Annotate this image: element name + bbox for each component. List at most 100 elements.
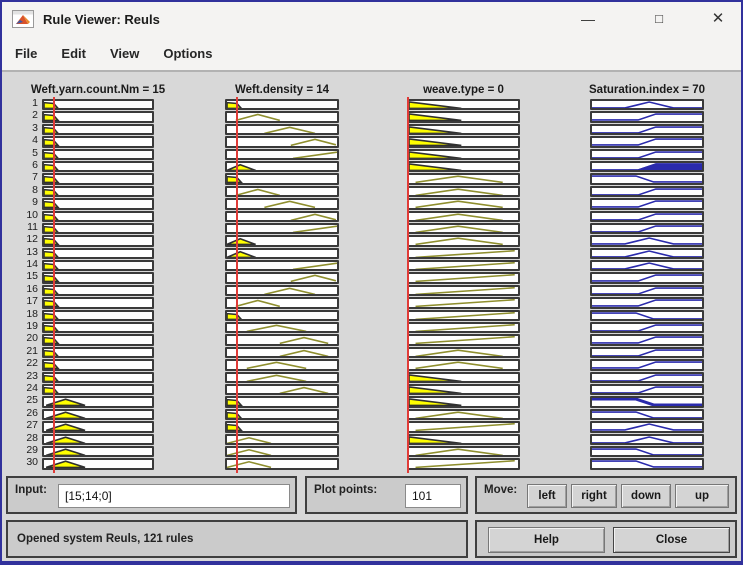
rule-cell[interactable] [225, 235, 339, 247]
rule-cell[interactable] [225, 371, 339, 383]
rule-cell[interactable] [42, 334, 154, 346]
rule-cell[interactable] [42, 445, 154, 458]
menu-item-options[interactable]: Options [163, 45, 213, 61]
rule-number[interactable]: 15 [26, 270, 38, 283]
rule-cell[interactable] [225, 260, 339, 272]
move-down-button[interactable]: down [621, 484, 671, 508]
rule-cell[interactable] [42, 222, 154, 235]
rule-cell[interactable] [42, 235, 154, 247]
rule-cell[interactable] [407, 260, 520, 272]
rule-cell[interactable] [42, 359, 154, 371]
rule-cell[interactable] [590, 322, 704, 334]
rule-cell[interactable] [42, 198, 154, 210]
rule-number[interactable]: 14 [26, 258, 38, 271]
rule-cell[interactable] [42, 371, 154, 383]
rule-cell[interactable] [407, 185, 520, 198]
rule-cell[interactable] [225, 396, 339, 408]
input-value-line[interactable] [235, 97, 238, 473]
rule-cell[interactable] [590, 359, 704, 371]
rule-cell[interactable] [407, 297, 520, 309]
rule-number[interactable]: 26 [26, 406, 38, 419]
rule-cell[interactable] [590, 247, 704, 260]
rule-cell[interactable] [590, 111, 704, 123]
rule-cell[interactable] [407, 421, 520, 433]
rule-cell[interactable] [590, 334, 704, 346]
rule-cell[interactable] [590, 458, 704, 470]
rule-cell[interactable] [225, 198, 339, 210]
rule-number[interactable]: 5 [32, 146, 38, 159]
rule-cell[interactable] [42, 396, 154, 408]
rule-number[interactable]: 7 [32, 171, 38, 184]
rule-cell[interactable] [225, 210, 339, 222]
rule-cell[interactable] [225, 160, 339, 173]
rule-cell[interactable] [225, 359, 339, 371]
move-right-button[interactable]: right [571, 484, 617, 508]
rule-cell[interactable] [407, 222, 520, 235]
rule-cell[interactable] [225, 272, 339, 284]
rule-cell[interactable] [590, 173, 704, 185]
minimize-icon[interactable]: — [581, 11, 595, 27]
rule-cell[interactable] [225, 148, 339, 160]
rule-cell[interactable] [407, 433, 520, 445]
close-button[interactable]: Close [613, 527, 730, 553]
rule-cell[interactable] [42, 136, 154, 148]
rule-number[interactable]: 22 [26, 357, 38, 370]
rule-cell[interactable] [590, 421, 704, 433]
rule-cell[interactable] [225, 433, 339, 445]
rule-number[interactable]: 19 [26, 320, 38, 333]
rule-cell[interactable] [42, 148, 154, 160]
rule-cell[interactable] [407, 408, 520, 421]
rule-cell[interactable] [407, 111, 520, 123]
rule-cell[interactable] [42, 284, 154, 297]
rule-cell[interactable] [225, 173, 339, 185]
rule-cell[interactable] [590, 396, 704, 408]
rule-cell[interactable] [407, 198, 520, 210]
rule-cell[interactable] [407, 173, 520, 185]
rule-cell[interactable] [225, 123, 339, 136]
rule-number[interactable]: 27 [26, 419, 38, 432]
rule-cell[interactable] [590, 272, 704, 284]
menu-item-file[interactable]: File [15, 45, 38, 61]
rule-cell[interactable] [42, 322, 154, 334]
rule-cell[interactable] [407, 309, 520, 322]
rule-number[interactable]: 23 [26, 369, 38, 382]
rule-cell[interactable] [407, 346, 520, 359]
rule-cell[interactable] [42, 458, 154, 470]
rule-cell[interactable] [590, 309, 704, 322]
rule-number[interactable]: 13 [26, 245, 38, 258]
move-up-button[interactable]: up [675, 484, 729, 508]
rule-cell[interactable] [407, 99, 520, 111]
rule-cell[interactable] [42, 346, 154, 359]
rule-cell[interactable] [590, 284, 704, 297]
rule-cell[interactable] [225, 346, 339, 359]
rule-cell[interactable] [407, 210, 520, 222]
rule-number[interactable]: 28 [26, 431, 38, 444]
rule-cell[interactable] [225, 284, 339, 297]
rule-cell[interactable] [407, 284, 520, 297]
plot-points-field[interactable] [405, 484, 461, 508]
rule-number[interactable]: 20 [26, 332, 38, 345]
rule-cell[interactable] [225, 99, 339, 111]
rule-number[interactable]: 24 [26, 381, 38, 394]
rule-cell[interactable] [225, 445, 339, 458]
rule-number[interactable]: 25 [26, 394, 38, 407]
rule-number[interactable]: 4 [32, 134, 38, 147]
rule-number[interactable]: 11 [27, 220, 38, 233]
rule-number[interactable]: 21 [26, 344, 38, 357]
rule-cell[interactable] [42, 210, 154, 222]
input-value-line[interactable] [52, 97, 55, 473]
rule-number[interactable]: 9 [32, 196, 38, 209]
rule-number[interactable]: 29 [26, 443, 38, 456]
rule-number[interactable]: 18 [26, 307, 38, 320]
menu-item-view[interactable]: View [109, 45, 140, 61]
rule-cell[interactable] [407, 136, 520, 148]
rule-cell[interactable] [407, 235, 520, 247]
rule-cell[interactable] [225, 297, 339, 309]
rule-cell[interactable] [590, 445, 704, 458]
rule-cell[interactable] [42, 160, 154, 173]
rule-cell[interactable] [225, 383, 339, 396]
rule-cell[interactable] [42, 421, 154, 433]
rule-cell[interactable] [407, 445, 520, 458]
rule-cell[interactable] [590, 297, 704, 309]
rule-cell[interactable] [42, 173, 154, 185]
